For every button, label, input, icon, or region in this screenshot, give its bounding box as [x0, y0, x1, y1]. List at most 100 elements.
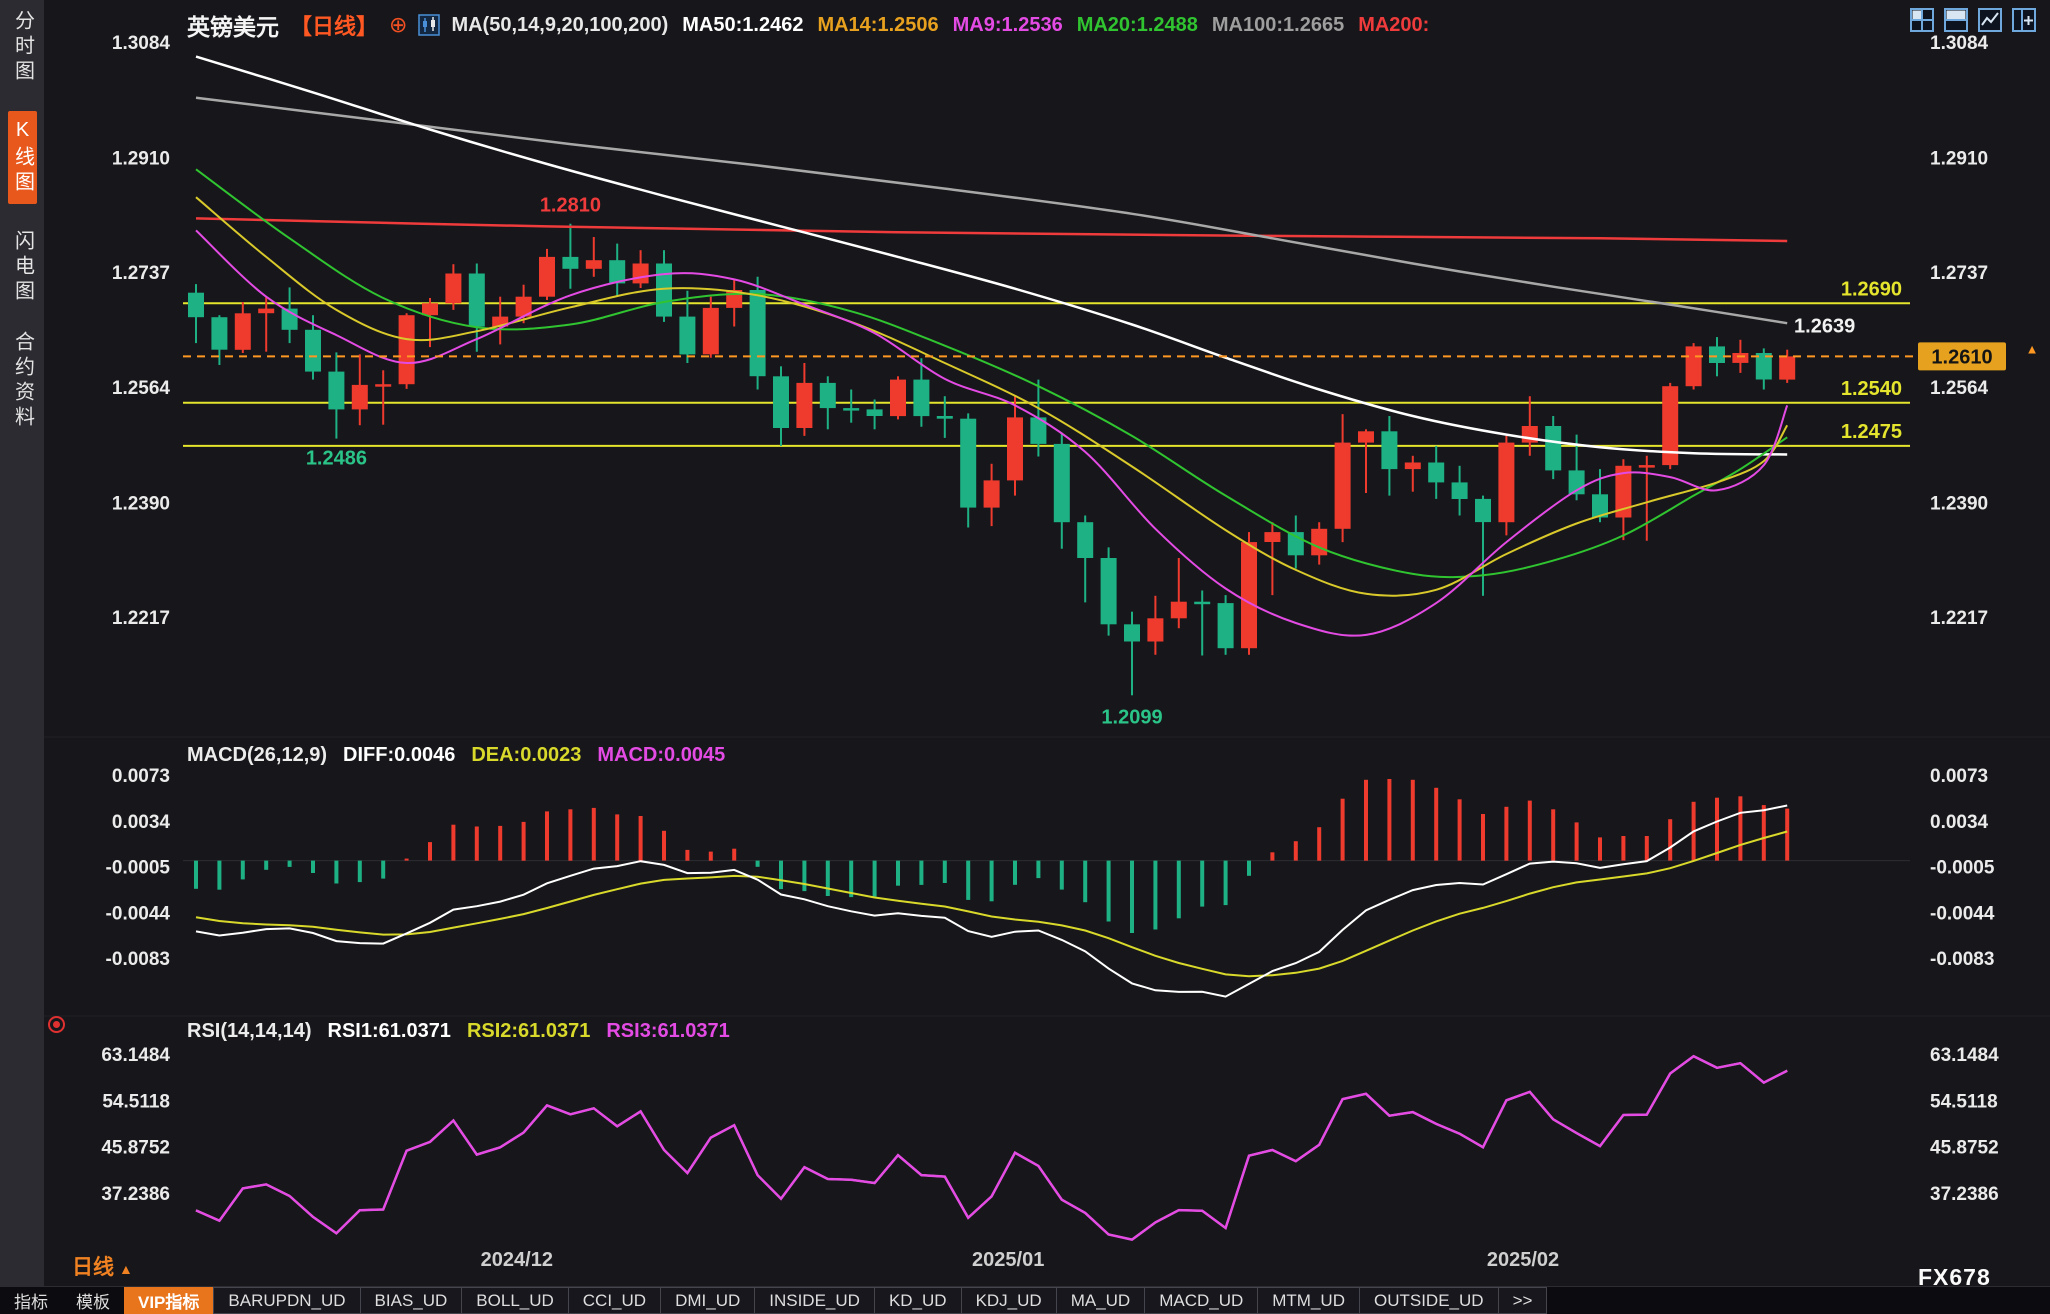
macd-axis-labels: 0.0073 0.0073 0.0034 0.0034 -0.0005 -0.0005 -0…: [106, 766, 1995, 970]
svg-text:2025/02: 2025/02: [1487, 1249, 1559, 1271]
toolbar-tab-indicators[interactable]: 指标: [14, 1293, 48, 1312]
rsi-params: RSI(14,14,14): [187, 1020, 312, 1042]
ma-lines: [195, 55, 1789, 637]
toolbar-tab-cci-ud[interactable]: CCI_UD: [567, 1287, 662, 1314]
svg-text:1.3084: 1.3084: [1930, 33, 1989, 54]
ma-line-MA14: [195, 196, 1789, 597]
svg-text:-0.0005: -0.0005: [1930, 858, 1995, 879]
svg-text:1.2690: 1.2690: [1841, 278, 1902, 300]
price-axis-labels: 1.3084 1.3084 1.2910 1.2910 1.2737 1.2737 1.25…: [112, 33, 1989, 629]
toolbar-tab-barupdn-ud[interactable]: BARUPDN_UD: [213, 1287, 361, 1314]
macd-params: MACD(26,12,9): [187, 744, 328, 766]
symbol-title: 英镑美元: [187, 14, 279, 40]
ma-legend-item: MA20:1.2488: [1076, 13, 1198, 36]
svg-text:1.2486: 1.2486: [306, 448, 367, 470]
layout-quad-icon[interactable]: [1910, 8, 1934, 32]
sidebar-item-time-chart[interactable]: 分时图: [11, 10, 34, 85]
toolbar-tab-more[interactable]: >>: [1497, 1287, 1548, 1314]
svg-text:-0.0044: -0.0044: [106, 903, 171, 924]
macd-values: DIFF:0.0046 DEA:0.0023 MACD:0.0045: [343, 744, 725, 767]
rsi-header: RSI(14,14,14) RSI1:61.0371 RSI2:61.0371 RS…: [187, 1020, 730, 1043]
interval-footer-label: 日线: [72, 1256, 114, 1279]
svg-text:1.2639: 1.2639: [1794, 316, 1855, 338]
svg-text:1.2610: 1.2610: [1931, 346, 1992, 368]
sidebar-item-flash-chart[interactable]: 闪电图: [11, 230, 34, 305]
ma-legend-item: MA(50,14,9,20,100,200): [451, 13, 669, 36]
svg-text:1.2099: 1.2099: [1101, 706, 1162, 728]
svg-text:1.2910: 1.2910: [112, 148, 170, 169]
chart-type-icon[interactable]: [418, 14, 441, 36]
svg-text:1.2737: 1.2737: [112, 263, 170, 284]
toolbar-tab-templates[interactable]: 模板: [76, 1293, 110, 1312]
svg-text:▲: ▲: [2026, 341, 2039, 356]
svg-text:1.2540: 1.2540: [1841, 378, 1902, 400]
toolbar-tab-boll-ud[interactable]: BOLL_UD: [461, 1287, 569, 1314]
svg-text:1.2564: 1.2564: [112, 378, 171, 399]
ma-line-MA20: [195, 168, 1788, 579]
svg-text:1.2475: 1.2475: [1841, 421, 1902, 443]
rsi-values: RSI1:61.0371 RSI2:61.0371 RSI3:61.0371: [328, 1020, 730, 1043]
macd-value: DIFF:0.0046: [343, 744, 456, 766]
ma-legend: MA(50,14,9,20,100,200) MA50:1.2462 MA14:1.…: [451, 14, 1429, 37]
chart-header: 英镑美元 【日线】 ⊕ MA(50,14,9,20,100,200) MA50:1…: [187, 8, 1429, 42]
add-indicator-icon[interactable]: ⊕: [389, 12, 408, 37]
svg-text:1.2810: 1.2810: [540, 195, 601, 217]
watermark: FX678: [1918, 1264, 1991, 1290]
ma-line-MA100: [195, 96, 1788, 325]
toolbar-tab-kd-ud[interactable]: KD_UD: [873, 1287, 962, 1314]
svg-text:-0.0005: -0.0005: [106, 858, 171, 879]
rsi-panel: [195, 1054, 1788, 1241]
svg-text:54.5118: 54.5118: [102, 1091, 170, 1112]
svg-text:45.8752: 45.8752: [101, 1138, 170, 1159]
svg-text:45.8752: 45.8752: [1930, 1138, 1999, 1159]
interval-footer[interactable]: 日线 ▲: [72, 1251, 133, 1281]
toolbar-tab-outside-ud[interactable]: OUTSIDE_UD: [1358, 1287, 1499, 1314]
current-price: 1.2610 ▲: [183, 341, 2039, 371]
toolbar-tab-kdj-ud[interactable]: KDJ_UD: [960, 1287, 1057, 1314]
left-sidebar: 分时图 K线图闪电图合约资料: [0, 0, 44, 1286]
svg-text:0.0034: 0.0034: [112, 812, 171, 833]
price-annotations: 1.2810 1.2486 1.2099 1.2639: [306, 195, 1855, 729]
layout-dual-icon[interactable]: [1944, 8, 1968, 32]
svg-text:0.0073: 0.0073: [1930, 766, 1988, 787]
svg-text:1.2217: 1.2217: [1930, 608, 1988, 629]
rsi-value: RSI2:61.0371: [466, 1020, 591, 1042]
interval-tag[interactable]: 【日线】: [290, 14, 379, 39]
ma-legend-item: MA100:1.2665: [1211, 13, 1345, 36]
toolbar-tab-vip-indicators[interactable]: VIP指标: [124, 1287, 214, 1314]
toolbar-tab-ma-ud[interactable]: MA_UD: [1055, 1287, 1146, 1314]
ma-line-MA9: [195, 229, 1789, 637]
svg-text:1.2217: 1.2217: [112, 608, 170, 629]
layout-icons: [1910, 8, 2036, 32]
ma-legend-item: MA200:: [1358, 13, 1430, 36]
toolbar-tab-inside-ud[interactable]: INSIDE_UD: [754, 1287, 875, 1314]
toolbar-tab-macd-ud[interactable]: MACD_UD: [1144, 1287, 1259, 1314]
svg-text:1.2390: 1.2390: [1930, 493, 1988, 514]
indicator-toolbar: 指标 模板 VIP指标 BARUPDN_UD BIAS_UD BOLL_UD CCI_UD D…: [0, 1286, 2050, 1314]
layout-add-pane-icon[interactable]: [2012, 8, 2036, 32]
toolbar-tab-mtm-ud[interactable]: MTM_UD: [1257, 1287, 1360, 1314]
svg-text:2024/12: 2024/12: [481, 1249, 553, 1271]
toolbar-tab-dmi-ud[interactable]: DMI_UD: [660, 1287, 756, 1314]
sidebar-item-kline-chart[interactable]: K线图: [7, 111, 37, 204]
svg-text:1.3084: 1.3084: [112, 33, 171, 54]
layout-single-chart-icon[interactable]: [1978, 8, 2002, 32]
ma-legend-item: MA9:1.2536: [952, 13, 1063, 36]
candlestick-series: [188, 223, 1796, 696]
macd-value: MACD:0.0045: [597, 744, 726, 766]
svg-text:2025/01: 2025/01: [972, 1249, 1044, 1271]
macd-panel: [183, 779, 1910, 998]
svg-text:1.2564: 1.2564: [1930, 378, 1989, 399]
svg-text:-0.0083: -0.0083: [106, 949, 170, 970]
svg-text:63.1484: 63.1484: [101, 1045, 170, 1066]
rsi-value: RSI1:61.0371: [327, 1020, 451, 1042]
target-icon[interactable]: [48, 1016, 65, 1033]
svg-text:1.2390: 1.2390: [112, 493, 170, 514]
svg-text:1.2737: 1.2737: [1930, 263, 1988, 284]
ma-legend-item: MA14:1.2506: [817, 13, 939, 36]
sidebar-item-contract-info[interactable]: 合约资料: [11, 331, 34, 431]
interval-up-arrow: ▲: [119, 1261, 133, 1277]
toolbar-tab-bias-ud[interactable]: BIAS_UD: [359, 1287, 463, 1314]
